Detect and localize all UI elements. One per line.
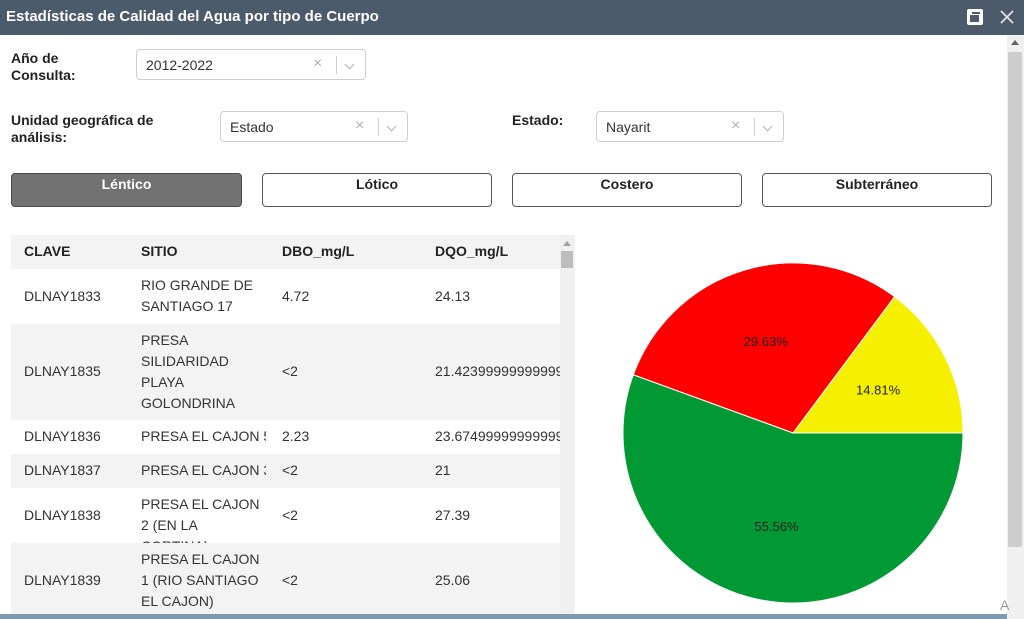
cell-clave: DLNAY1837 (24, 462, 101, 478)
select-separator (754, 118, 755, 136)
table-row[interactable]: DLNAY1835 PRESA SILIDARIDAD PLAYA GOLOND… (11, 324, 560, 420)
pie-slice-green[interactable] (622, 374, 964, 604)
table-row[interactable]: DLNAY1838 PRESA EL CAJON 2 (EN LA CORTIN… (11, 488, 560, 554)
cell-dbo: 2.23 (282, 428, 310, 444)
cell-dqo: 27.39 (435, 507, 471, 523)
tab-costero[interactable]: Costero (512, 173, 742, 207)
state-select-value: Nayarit (606, 119, 651, 135)
select-separator (336, 56, 337, 74)
cell-dqo: 21 (435, 462, 451, 478)
cell-dbo: <2 (282, 507, 298, 523)
year-select[interactable]: 2012-2022 × (136, 49, 366, 80)
tab-subterraneo[interactable]: Subterráneo (762, 173, 992, 207)
bottom-edge (0, 614, 1007, 619)
cell-dbo: <2 (282, 462, 298, 478)
unit-select[interactable]: Estado × (220, 111, 408, 142)
table-row[interactable]: DLNAY1839 PRESA EL CAJON 1 (RIO SANTIAGO… (11, 543, 560, 619)
clear-icon[interactable]: × (731, 117, 741, 134)
header-clave[interactable]: CLAVE (24, 243, 71, 259)
pie-slice-label: 55.56% (754, 519, 799, 534)
year-label: Año de Consulta: (11, 50, 76, 84)
state-select[interactable]: Nayarit × (596, 111, 784, 142)
cell-dqo: 25.06 (435, 572, 471, 588)
text-size-icon[interactable]: A (1000, 597, 1010, 613)
select-separator (378, 118, 379, 136)
pie-slice-yellow[interactable] (792, 295, 964, 434)
header-dqo[interactable]: DQO_mg/L (435, 243, 509, 259)
year-select-value: 2012-2022 (146, 57, 213, 73)
table-row[interactable]: DLNAY1836 PRESA EL CAJON 5 2.23 23.67499… (11, 420, 560, 454)
header-dbo[interactable]: DBO_mg/L (282, 243, 355, 259)
unit-label: Unidad geográfica de análisis: (11, 112, 153, 146)
cell-sitio: PRESA SILIDARIDAD PLAYA GOLONDRINAS (141, 332, 236, 411)
table-scrollbar-thumb[interactable] (561, 251, 573, 268)
cell-dqo: 21.423999999999999 (435, 363, 560, 379)
cell-clave: DLNAY1836 (24, 428, 101, 444)
year-label-line1: Año de (11, 50, 59, 66)
cell-sitio: PRESA EL CAJON 1 (RIO SANTIAGO EL CAJON) (141, 551, 260, 609)
restore-icon[interactable] (964, 6, 986, 28)
clear-icon[interactable]: × (313, 55, 323, 72)
pie-chart: 14.81% 29.63% 55.56% (622, 262, 964, 604)
pie-slice-red[interactable] (632, 262, 896, 434)
tab-lotico[interactable]: Lótico (262, 173, 492, 207)
cell-clave: DLNAY1839 (24, 572, 101, 588)
cell-clave: DLNAY1838 (24, 507, 101, 523)
cell-sitio: PRESA EL CAJON 3 (141, 462, 266, 478)
table-row[interactable]: DLNAY1833 RIO GRANDE DE SANTIAGO 17 4.72… (11, 269, 560, 324)
cell-dqo: 23.674999999999997 (435, 428, 560, 444)
unit-select-value: Estado (230, 119, 274, 135)
scroll-up-icon[interactable] (1011, 40, 1019, 45)
pie-slice-label: 29.63% (744, 334, 789, 349)
year-label-line2: Consulta: (11, 67, 76, 83)
unit-label-line2: análisis: (11, 129, 68, 145)
cell-sitio: RIO GRANDE DE SANTIAGO 17 (141, 277, 254, 314)
state-label: Estado: (512, 112, 564, 128)
table-row[interactable]: DLNAY1837 PRESA EL CAJON 3 <2 21 (11, 454, 560, 488)
cell-dqo: 24.13 (435, 288, 471, 304)
cell-dbo: <2 (282, 572, 298, 588)
title-bar: Estadísticas de Calidad del Agua por tip… (0, 0, 1024, 35)
header-sitio[interactable]: SITIO (141, 243, 178, 259)
pie-slice-label: 14.81% (856, 382, 901, 397)
scroll-up-icon[interactable] (563, 241, 571, 246)
cell-sitio: PRESA EL CAJON 5 (141, 428, 266, 444)
cell-dbo: <2 (282, 363, 298, 379)
chevron-down-icon[interactable] (762, 121, 773, 132)
cell-clave: DLNAY1833 (24, 288, 101, 304)
close-icon[interactable] (996, 6, 1018, 28)
chevron-down-icon[interactable] (386, 121, 397, 132)
chevron-down-icon[interactable] (344, 59, 355, 70)
unit-label-line1: Unidad geográfica de (11, 112, 154, 128)
clear-icon[interactable]: × (355, 117, 365, 134)
main-scrollbar-thumb[interactable] (1008, 52, 1022, 547)
table-scrollbar[interactable] (560, 235, 575, 619)
tab-lentico[interactable]: Léntico (11, 173, 242, 207)
table-header: CLAVE SITIO DBO_mg/L DQO_mg/L (11, 235, 560, 269)
cell-clave: DLNAY1835 (24, 363, 101, 379)
window-title: Estadísticas de Calidad del Agua por tip… (6, 8, 379, 25)
cell-dbo: 4.72 (282, 288, 310, 304)
